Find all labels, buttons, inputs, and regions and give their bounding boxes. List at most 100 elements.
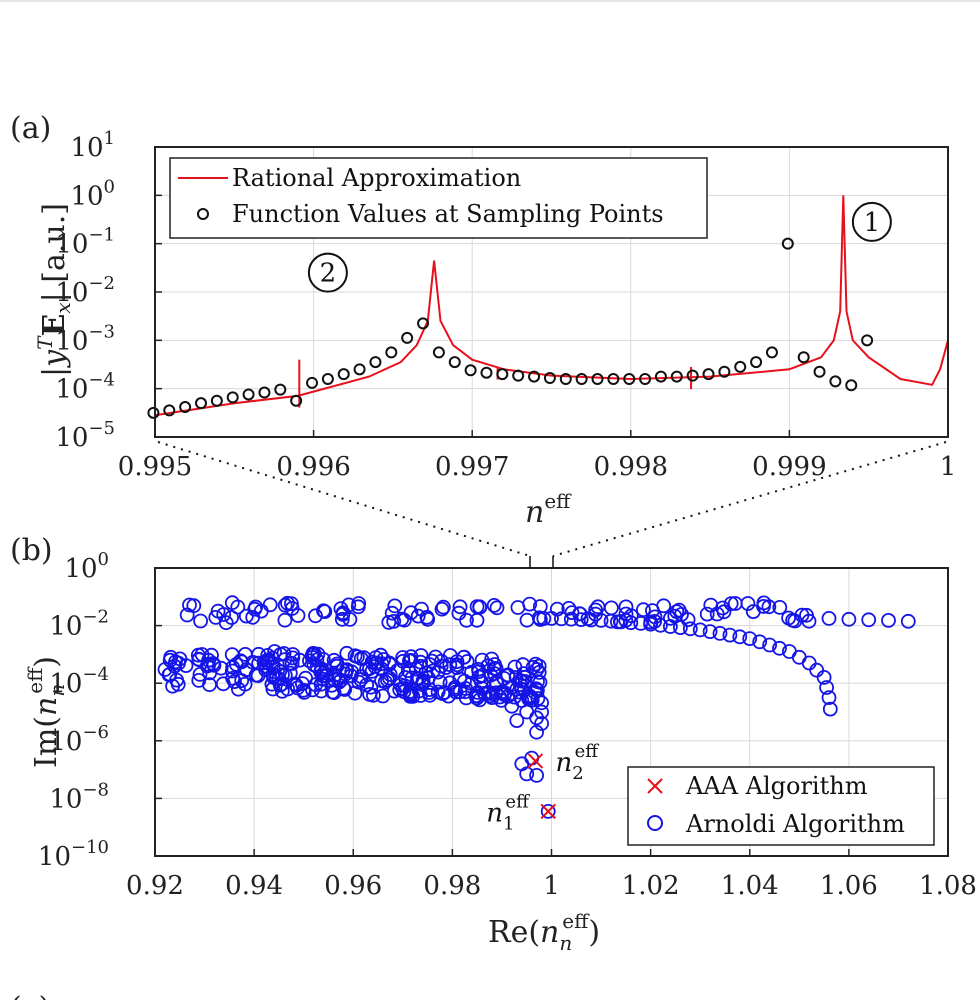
arnoldi-point [264,676,280,692]
arnoldi-point [186,598,202,614]
arnoldi-point [337,682,353,697]
arnoldi-point [258,658,274,674]
arnoldi-point [509,713,525,728]
arnoldi-point [573,612,589,627]
sample-point [718,365,731,378]
arnoldi-point [294,676,310,691]
arnoldi-point [489,600,505,616]
arnoldi-point [336,680,352,696]
sample-point [385,346,398,359]
arnoldi-point [881,613,896,628]
arnoldi-point [702,624,718,639]
legend-box-b [627,766,935,846]
arnoldi-point [528,656,543,672]
arnoldi-point [692,622,708,638]
annotation-2: 2 [307,252,348,293]
arnoldi-point [742,631,758,646]
arnoldi-point [387,598,403,614]
arnoldi-point [353,669,369,684]
annotation-1: 1 [851,201,892,242]
arnoldi-point [434,601,450,617]
arnoldi-point [643,616,658,632]
arnoldi-point [410,608,426,624]
sample-point [432,346,445,359]
arnoldi-point [205,656,221,671]
arnoldi-point [238,608,254,624]
x-tick-label: 0.996 [276,452,350,482]
panel-a: (a) 0.995 0.996 0.997 0.998 0.999 1 10−510−41… [10,111,956,530]
annotation-1-text: 1 [864,208,881,238]
annotation-2-text: 2 [320,259,337,289]
arnoldi-point [519,704,535,720]
arnoldi-point [519,612,535,628]
sample-point [448,356,461,369]
x-tick-label: 1.06 [820,871,878,901]
annotation-n1: n1eff [486,791,530,834]
arnoldi-point [277,597,293,613]
panel-a-xlabel: neff [525,489,572,530]
arnoldi-point [590,599,606,615]
arnoldi-point [456,649,472,665]
arnoldi-point [474,652,490,668]
arnoldi-point [487,657,503,672]
arnoldi-point [394,611,410,627]
arnoldi-point [723,596,739,611]
sample-point [528,370,541,383]
sample-point [194,397,207,410]
sample-point [686,369,699,382]
y-tick-label: 100 [70,176,115,211]
sample-point [258,386,271,399]
legend-marker-swatch [197,208,209,220]
sample-point [607,373,620,385]
y-tick-label: 10−8 [49,779,109,814]
arnoldi-point [663,619,678,634]
arnoldi-point [273,647,289,662]
arnoldi-point [486,598,502,613]
sample-point [353,363,366,376]
panel-a-plot-area [147,195,949,419]
x-tick-label: 0.96 [324,871,382,901]
arnoldi-point [169,672,185,688]
sample-point [797,351,810,364]
arnoldi-point [819,680,834,695]
arnoldi-point [603,613,619,629]
arnoldi-point [791,649,807,665]
arnoldi-point [341,597,357,613]
arnoldi-point [424,653,440,669]
arnoldi-point [363,679,379,695]
sample-point [575,373,588,385]
arnoldi-point [284,656,300,671]
arnoldi-point [369,655,385,671]
arnoldi-point [732,629,748,645]
arnoldi-point [458,681,474,696]
arnoldi-point [339,662,355,677]
arnoldi-point [224,610,240,625]
y-tick-label: 101 [70,128,115,163]
arnoldi-point [821,690,837,705]
sample-point [734,360,747,373]
annotation-n2: n2eff [555,741,599,784]
arnoldi-point [500,667,516,683]
sample-point [845,379,858,392]
arnoldi-point [583,612,599,628]
sample-point [512,369,525,382]
arnoldi-point [191,673,207,688]
arnoldi-point [671,602,687,618]
legend-entry-aaa: AAA Algorithm [685,772,868,800]
arnoldi-point [740,596,756,611]
arnoldi-point [248,599,264,615]
arnoldi-point [368,650,384,665]
sample-point [369,356,382,369]
arnoldi-point [544,611,559,626]
panel-b-x-ticks: 0.92 0.94 0.96 0.98 1 1.02 1.04 1.06 1.08 [126,556,977,901]
arnoldi-point [816,670,832,685]
arnoldi-point [230,681,246,697]
arnoldi-point [593,613,609,628]
arnoldi-point [442,657,458,673]
arnoldi-point [395,653,411,669]
x-tick-label: 0.998 [594,452,668,482]
arnoldi-point [709,606,725,622]
arnoldi-point [682,621,698,637]
arnoldi-point [193,613,209,629]
sample-point [639,373,652,385]
